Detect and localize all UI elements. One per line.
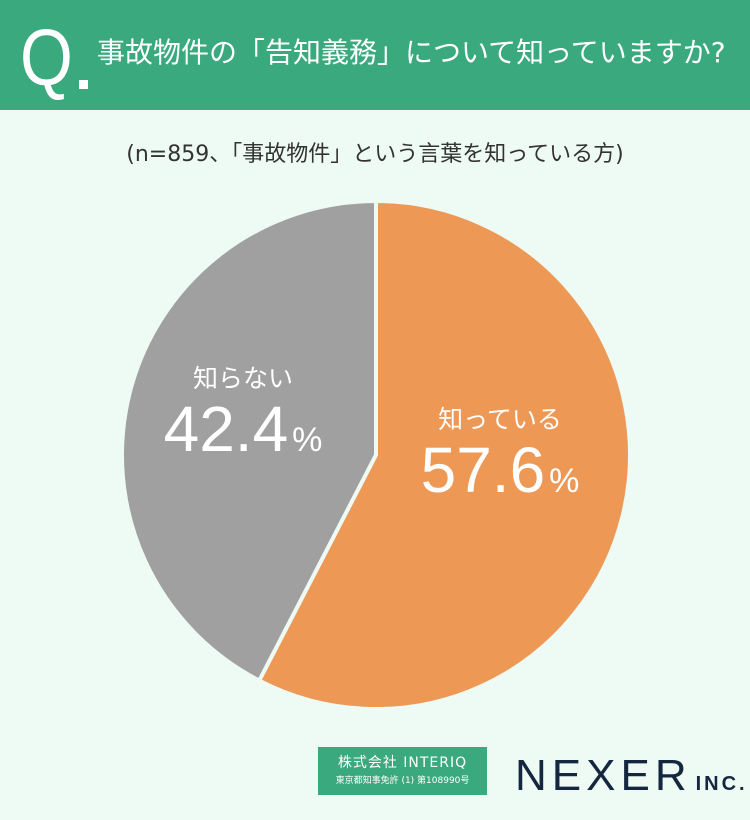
q-mark: Q	[20, 13, 73, 102]
q-dot	[79, 80, 88, 89]
label-dont-know-unit: %	[292, 421, 323, 459]
interiq-license: 東京都知事免許 (1) 第108990号	[335, 776, 470, 786]
interiq-logo: 株式会社 INTERIQ 東京都知事免許 (1) 第108990号	[318, 747, 487, 795]
sample-size-subtitle: (n=859、「事故物件」という言葉を知っている方)	[126, 142, 624, 167]
label-know-unit: %	[549, 462, 580, 500]
question-header: Q 事故物件の「告知義務」について知っていますか?	[0, 0, 750, 110]
label-dont-know-value: 42.4	[163, 393, 289, 465]
label-dont-know-name: 知らない	[192, 364, 293, 393]
nexer-inc: INC.	[695, 773, 748, 795]
nexer-wordmark: NEXER	[515, 751, 692, 800]
interiq-company-name: 株式会社 INTERIQ	[337, 755, 468, 771]
nexer-logo: NEXER INC.	[515, 754, 748, 798]
label-know-name: 知っている	[438, 405, 562, 434]
pie-slice-know	[256, 198, 632, 711]
pie-slice-dont-know	[119, 198, 378, 684]
label-dont-know: 知らない 42.4%	[143, 364, 343, 464]
question-title: 事故物件の「告知義務」について知っていますか?	[97, 36, 726, 69]
label-know-value: 57.6	[420, 434, 546, 506]
label-know: 知っている 57.6%	[400, 405, 600, 505]
